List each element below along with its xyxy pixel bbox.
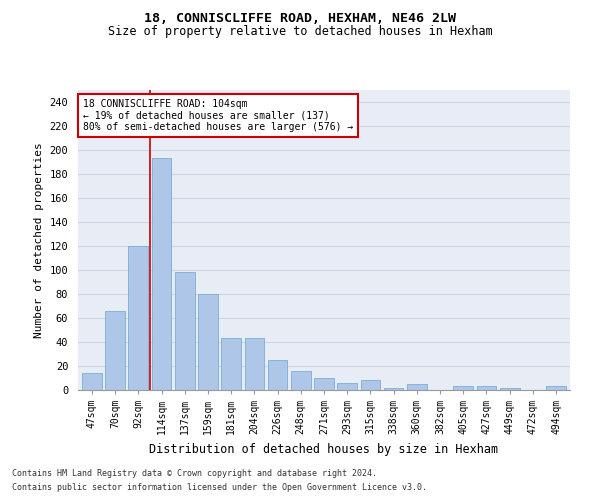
Bar — [128, 246, 148, 390]
Bar — [546, 386, 566, 390]
Bar — [175, 272, 194, 390]
Y-axis label: Number of detached properties: Number of detached properties — [34, 142, 44, 338]
Bar — [198, 294, 218, 390]
Bar — [268, 360, 287, 390]
Bar — [337, 383, 357, 390]
X-axis label: Distribution of detached houses by size in Hexham: Distribution of detached houses by size … — [149, 442, 499, 456]
Bar — [384, 388, 403, 390]
Bar — [476, 386, 496, 390]
Bar — [361, 380, 380, 390]
Bar — [500, 388, 520, 390]
Text: Size of property relative to detached houses in Hexham: Size of property relative to detached ho… — [107, 25, 493, 38]
Bar — [245, 338, 264, 390]
Bar — [454, 386, 473, 390]
Text: Contains public sector information licensed under the Open Government Licence v3: Contains public sector information licen… — [12, 484, 427, 492]
Text: 18, CONNISCLIFFE ROAD, HEXHAM, NE46 2LW: 18, CONNISCLIFFE ROAD, HEXHAM, NE46 2LW — [144, 12, 456, 26]
Bar — [221, 338, 241, 390]
Bar — [105, 311, 125, 390]
Bar — [314, 378, 334, 390]
Text: Contains HM Land Registry data © Crown copyright and database right 2024.: Contains HM Land Registry data © Crown c… — [12, 468, 377, 477]
Bar — [152, 158, 172, 390]
Text: 18 CONNISCLIFFE ROAD: 104sqm
← 19% of detached houses are smaller (137)
80% of s: 18 CONNISCLIFFE ROAD: 104sqm ← 19% of de… — [83, 99, 353, 132]
Bar — [291, 371, 311, 390]
Bar — [82, 373, 102, 390]
Bar — [407, 384, 427, 390]
